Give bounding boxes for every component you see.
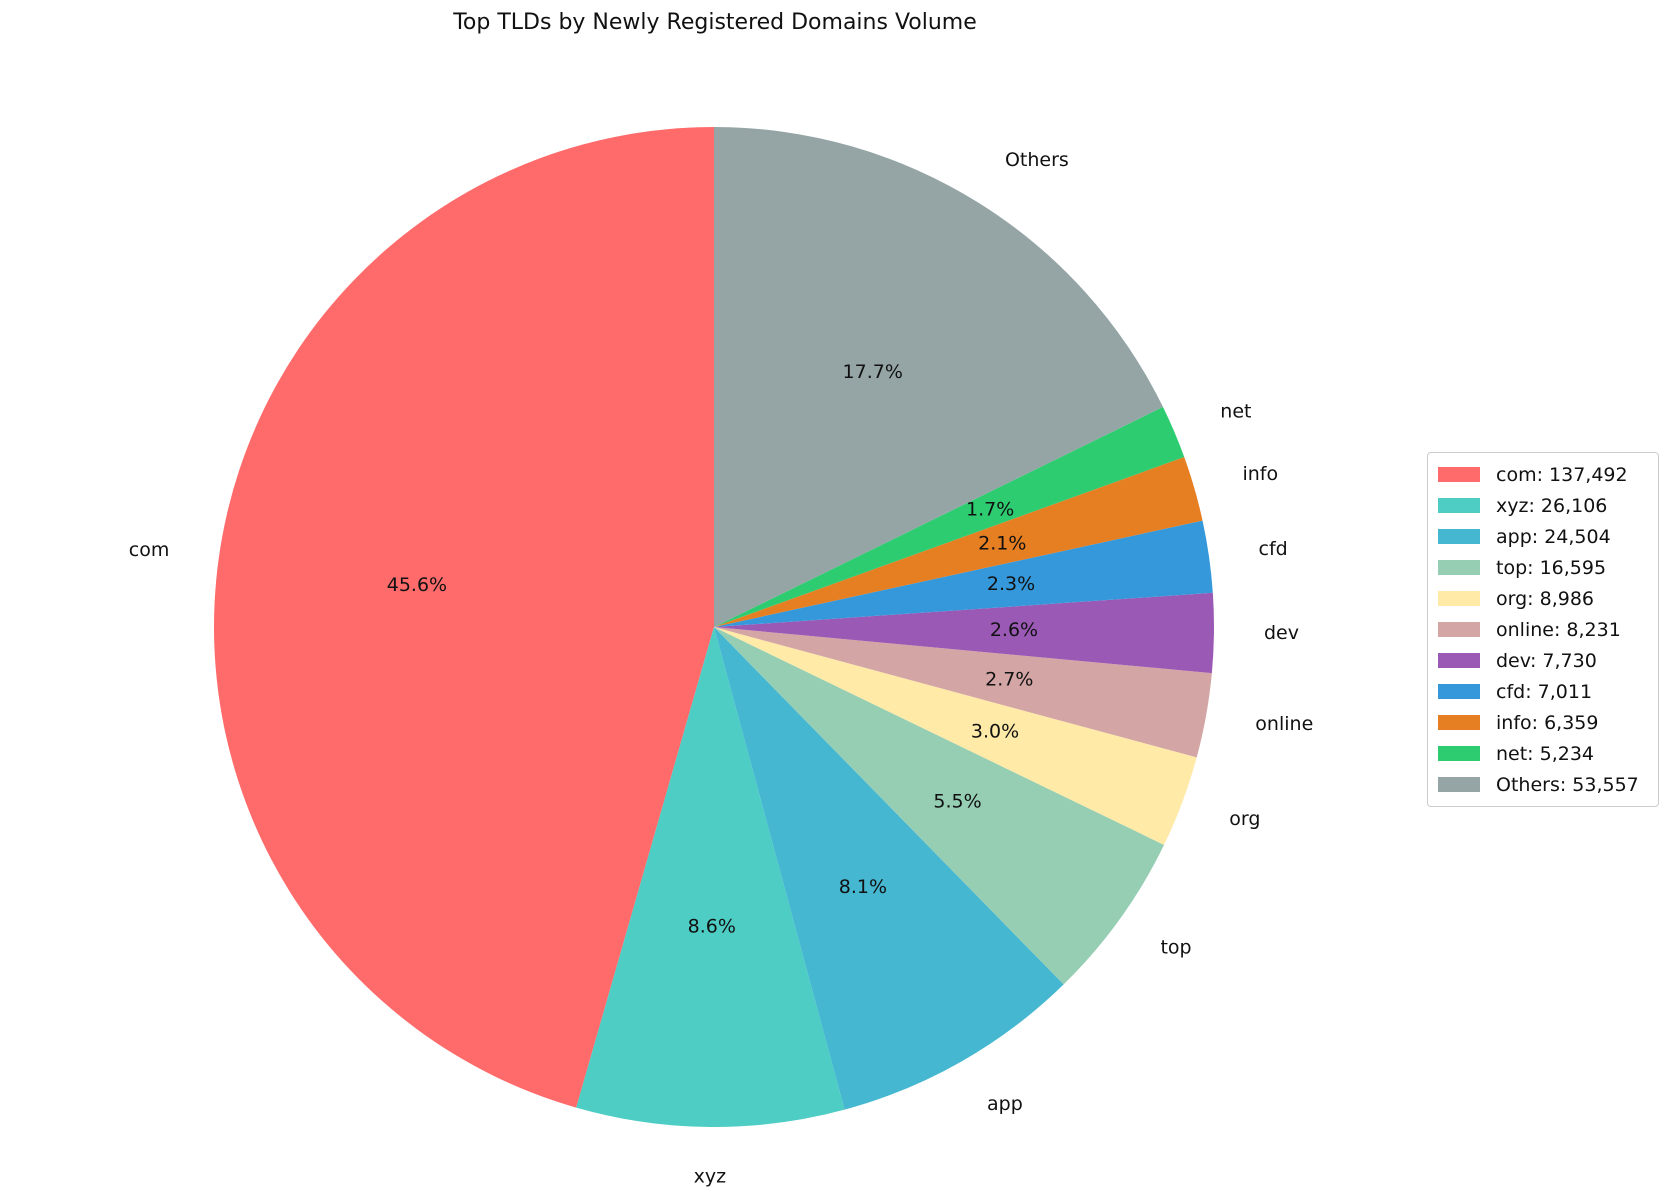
legend-item-net: net: 5,234 bbox=[1438, 738, 1650, 769]
slice-percent-net: 1.7% bbox=[966, 498, 1014, 520]
legend-item-top: top: 16,595 bbox=[1438, 552, 1650, 583]
slice-label-top: top bbox=[1160, 937, 1191, 959]
pie-slice-app bbox=[714, 627, 1064, 1110]
legend-label: org: 8,986 bbox=[1496, 587, 1594, 610]
legend-label: app: 24,504 bbox=[1496, 525, 1611, 548]
slice-percent-others: 17.7% bbox=[843, 361, 903, 383]
legend-label: online: 8,231 bbox=[1496, 618, 1621, 641]
chart-title: Top TLDs by Newly Registered Domains Vol… bbox=[453, 10, 977, 35]
legend-label: cfd: 7,011 bbox=[1496, 680, 1593, 703]
legend-label: xyz: 26,106 bbox=[1496, 494, 1608, 517]
slice-label-net: net bbox=[1220, 401, 1251, 423]
pie-slice-xyz bbox=[576, 627, 845, 1127]
pie-slice-com bbox=[213, 127, 714, 1108]
pie-slice-top bbox=[714, 627, 1165, 985]
slice-label-xyz: xyz bbox=[694, 1165, 726, 1187]
legend-swatch bbox=[1438, 746, 1480, 761]
legend-swatch bbox=[1438, 777, 1480, 792]
legend-item-com: com: 137,492 bbox=[1438, 459, 1650, 490]
slice-percent-dev: 2.6% bbox=[990, 619, 1038, 641]
legend-swatch bbox=[1438, 622, 1480, 637]
slice-percent-info: 2.1% bbox=[978, 532, 1026, 554]
legend-item-online: online: 8,231 bbox=[1438, 614, 1650, 645]
legend-item-dev: dev: 7,730 bbox=[1438, 645, 1650, 676]
pie-slice-others bbox=[714, 127, 1163, 627]
slice-label-info: info bbox=[1242, 463, 1278, 485]
pie-slice-online bbox=[714, 627, 1212, 758]
slice-label-app: app bbox=[987, 1093, 1023, 1115]
slice-label-cfd: cfd bbox=[1259, 538, 1288, 560]
legend-item-xyz: xyz: 26,106 bbox=[1438, 490, 1650, 521]
pie-slice-org bbox=[714, 627, 1197, 845]
legend-item-info: info: 6,359 bbox=[1438, 707, 1650, 738]
legend-swatch bbox=[1438, 529, 1480, 544]
legend-swatch bbox=[1438, 653, 1480, 668]
legend: com: 137,492 xyz: 26,106 app: 24,504 top: 1… bbox=[1427, 452, 1659, 807]
pie-chart: com 45.6% xyz 8.6% app 8.1% top 5.5% org 3.0% onli… bbox=[129, 127, 1314, 1188]
pie-slice-cfd bbox=[714, 520, 1213, 627]
legend-label: dev: 7,730 bbox=[1496, 649, 1597, 672]
legend-swatch bbox=[1438, 591, 1480, 606]
slice-label-org: org bbox=[1229, 808, 1260, 830]
slice-percent-xyz: 8.6% bbox=[688, 915, 736, 937]
legend-swatch bbox=[1438, 684, 1480, 699]
legend-label: net: 5,234 bbox=[1496, 742, 1595, 765]
legend-label: com: 137,492 bbox=[1496, 463, 1628, 486]
pie-slices bbox=[213, 127, 1214, 1127]
legend-item-org: org: 8,986 bbox=[1438, 583, 1650, 614]
legend-label: info: 6,359 bbox=[1496, 711, 1599, 734]
slice-label-com: com bbox=[129, 539, 170, 561]
slice-percent-cfd: 2.3% bbox=[987, 573, 1035, 595]
slice-percent-org: 3.0% bbox=[971, 720, 1019, 742]
legend-swatch bbox=[1438, 498, 1480, 513]
legend-label: Others: 53,557 bbox=[1496, 773, 1639, 796]
legend-swatch bbox=[1438, 467, 1480, 482]
pie-labels: com 45.6% xyz 8.6% app 8.1% top 5.5% org 3.0% onli… bbox=[129, 149, 1314, 1188]
legend-item-others: Others: 53,557 bbox=[1438, 769, 1650, 800]
slice-label-online: online bbox=[1255, 713, 1313, 735]
slice-percent-top: 5.5% bbox=[933, 791, 981, 813]
pie-slice-dev bbox=[714, 592, 1214, 674]
slice-percent-com: 45.6% bbox=[387, 574, 447, 596]
legend-swatch bbox=[1438, 715, 1480, 730]
legend-label: top: 16,595 bbox=[1496, 556, 1607, 579]
pie-slice-net bbox=[714, 406, 1185, 627]
slice-percent-app: 8.1% bbox=[839, 876, 887, 898]
slice-label-dev: dev bbox=[1264, 622, 1299, 644]
slice-label-others: Others bbox=[1005, 149, 1069, 171]
slice-percent-online: 2.7% bbox=[985, 669, 1033, 691]
legend-item-app: app: 24,504 bbox=[1438, 521, 1650, 552]
pie-slice-info bbox=[714, 457, 1203, 627]
legend-swatch bbox=[1438, 560, 1480, 575]
legend-item-cfd: cfd: 7,011 bbox=[1438, 676, 1650, 707]
